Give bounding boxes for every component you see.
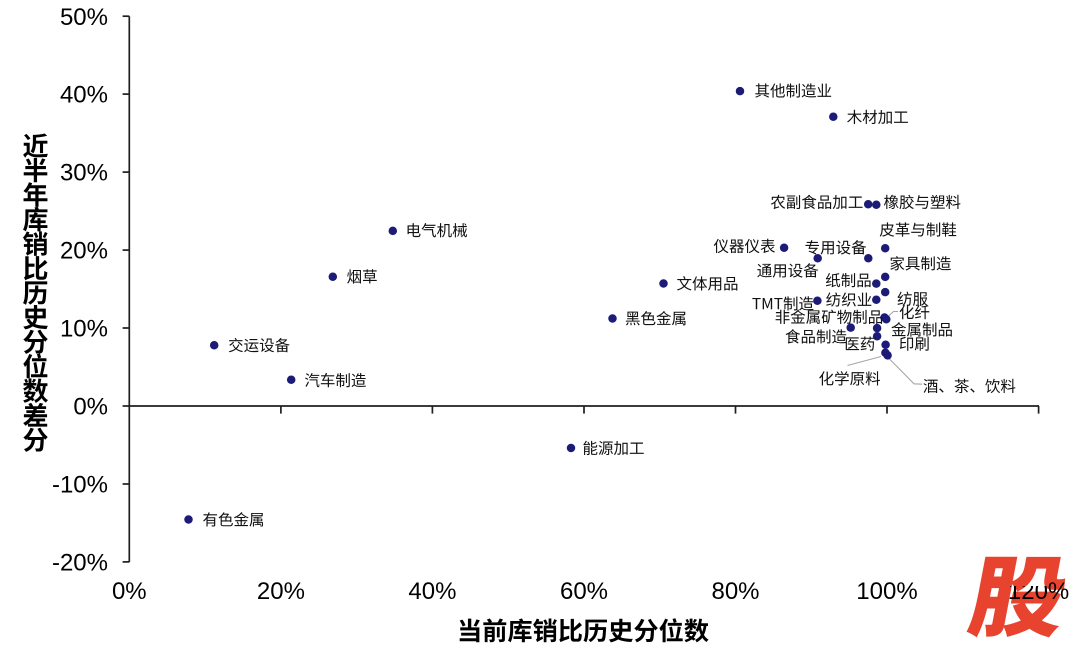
svg-text:80%: 80% bbox=[711, 578, 759, 605]
svg-text:50%: 50% bbox=[60, 4, 108, 31]
svg-text:30%: 30% bbox=[60, 160, 108, 187]
svg-text:-20%: -20% bbox=[52, 550, 108, 577]
svg-text:0%: 0% bbox=[112, 578, 147, 605]
svg-text:40%: 40% bbox=[408, 578, 456, 605]
svg-text:-10%: -10% bbox=[52, 472, 108, 499]
svg-text:0%: 0% bbox=[73, 394, 108, 421]
svg-text:60%: 60% bbox=[560, 578, 608, 605]
svg-text:40%: 40% bbox=[60, 82, 108, 109]
svg-text:100%: 100% bbox=[856, 578, 917, 605]
svg-text:10%: 10% bbox=[60, 316, 108, 343]
svg-text:20%: 20% bbox=[60, 238, 108, 265]
svg-text:20%: 20% bbox=[257, 578, 305, 605]
